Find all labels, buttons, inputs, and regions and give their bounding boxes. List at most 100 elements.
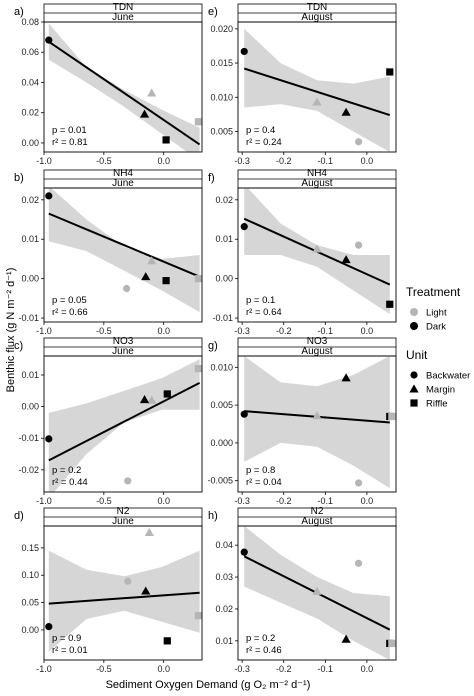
- data-point-2: [312, 586, 322, 595]
- data-point-6: [194, 365, 203, 373]
- regression-line: [48, 591, 200, 605]
- y-tick-label: 0.000: [210, 438, 233, 448]
- y-tick-label: 0.06: [21, 47, 39, 57]
- y-tick-label: 0.00: [215, 274, 233, 284]
- data-point-4: [354, 241, 363, 249]
- legend-treatment-label-dark: Dark: [426, 322, 446, 333]
- x-tick-label: -1.0: [36, 326, 52, 336]
- panel-border: [43, 355, 203, 493]
- panel-border: [237, 355, 397, 493]
- y-tick-label: 0.02: [21, 108, 39, 118]
- data-point-3: [147, 256, 157, 265]
- y-tick-label: 0.03: [215, 572, 233, 582]
- y-tick-label: 0.10: [21, 570, 39, 580]
- panel-letter: a): [14, 6, 24, 18]
- y-tick-label: 0.020: [210, 24, 233, 34]
- data-point-3: [341, 255, 351, 264]
- data-point-5: [386, 68, 394, 76]
- y-tick-label: 0.00: [21, 402, 39, 412]
- x-tick-label: -0.3: [234, 496, 250, 506]
- y-tick-label: -0.005: [207, 476, 233, 486]
- facet-strip-variable-label: TDN: [307, 2, 328, 13]
- confidence-band: [244, 356, 390, 489]
- data-point-4: [354, 138, 363, 146]
- data-point-6: [388, 412, 396, 421]
- data-point-4: [162, 136, 170, 144]
- p-value-label: p = 0.05: [52, 295, 87, 306]
- legend-unit-label-margin: Margin: [426, 385, 455, 396]
- data-point-4: [141, 272, 151, 281]
- r-squared-label: r² = 0.66: [52, 307, 88, 318]
- data-point-1: [240, 47, 248, 56]
- legend-unit-title: Unit: [406, 348, 428, 362]
- x-tick-label: -0.5: [96, 664, 112, 674]
- data-point-3: [341, 107, 351, 116]
- y-tick-label: -0.01: [18, 433, 39, 443]
- x-tick-label: 0.0: [361, 156, 374, 166]
- y-tick-label: 0.00: [21, 625, 39, 635]
- x-tick-label: -0.2: [276, 496, 292, 506]
- r-squared-label: r² = 0.01: [52, 645, 88, 656]
- panel-border: [43, 187, 203, 323]
- x-tick-label: -1.0: [36, 664, 52, 674]
- x-tick-label: -0.1: [318, 156, 334, 166]
- y-tick-label: 0.010: [210, 362, 233, 372]
- panel-border: [237, 525, 397, 661]
- y-tick-label: -0.02: [18, 465, 39, 475]
- legend-unit-label-riffle: Riffle: [426, 399, 447, 410]
- data-point-5: [162, 277, 170, 285]
- data-point-5: [386, 300, 394, 308]
- confidence-band: [48, 359, 200, 492]
- legend-unit-label-backwater: Backwater: [426, 371, 470, 382]
- x-tick-label: -0.1: [318, 326, 334, 336]
- panel-border: [43, 21, 203, 153]
- panel-border: [237, 187, 397, 323]
- data-point-1: [240, 548, 248, 556]
- r-squared-label: r² = 0.24: [246, 137, 282, 148]
- x-tick-label: 0.0: [157, 156, 170, 166]
- x-tick-label: 0.0: [361, 326, 374, 336]
- x-tick-label: 0.0: [157, 496, 170, 506]
- legend-unit-key-riffle: [410, 399, 418, 407]
- r-squared-label: r² = 0.81: [52, 137, 88, 148]
- y-tick-label: -0.01: [18, 313, 39, 323]
- data-point-4: [139, 395, 150, 404]
- data-point-6: [194, 275, 203, 283]
- data-point-4: [354, 479, 363, 487]
- x-tick-label: -0.5: [96, 496, 112, 506]
- data-point-1: [45, 623, 53, 631]
- data-point-4: [354, 559, 363, 567]
- data-point-6: [388, 639, 396, 648]
- panel-border: [43, 525, 203, 661]
- y-tick-label: 0.00: [21, 274, 39, 284]
- legend-treatment-key-dark: [410, 322, 418, 330]
- facet-strip-variable-label: NH4: [113, 168, 133, 179]
- data-point-3: [144, 527, 154, 537]
- y-tick-label: 0.015: [210, 58, 233, 68]
- p-value-label: p = 0.2: [52, 465, 81, 476]
- y-tick-label: -0.01: [212, 313, 233, 323]
- y-tick-label: 0.01: [21, 370, 39, 380]
- data-point-2: [312, 411, 322, 420]
- legend-unit-key-margin: [409, 384, 419, 393]
- x-axis-title: Sediment Oxygen Demand (g O₂ m⁻² d⁻¹): [106, 679, 311, 691]
- legend-treatment-label-light: Light: [426, 308, 447, 319]
- data-point-3: [341, 634, 351, 643]
- facet-strip-variable-label: NO3: [307, 336, 328, 347]
- x-tick-label: -0.2: [276, 664, 292, 674]
- confidence-band: [48, 188, 200, 313]
- y-tick-label: 0.08: [21, 17, 39, 27]
- facet-strip-month-label: August: [301, 12, 332, 23]
- x-tick-label: -1.0: [36, 496, 52, 506]
- data-point-4: [141, 586, 151, 595]
- p-value-label: p = 0.2: [246, 633, 275, 644]
- confidence-band: [244, 28, 390, 152]
- y-tick-label: 0.01: [21, 234, 39, 244]
- y-tick-label: 0.00: [21, 138, 39, 148]
